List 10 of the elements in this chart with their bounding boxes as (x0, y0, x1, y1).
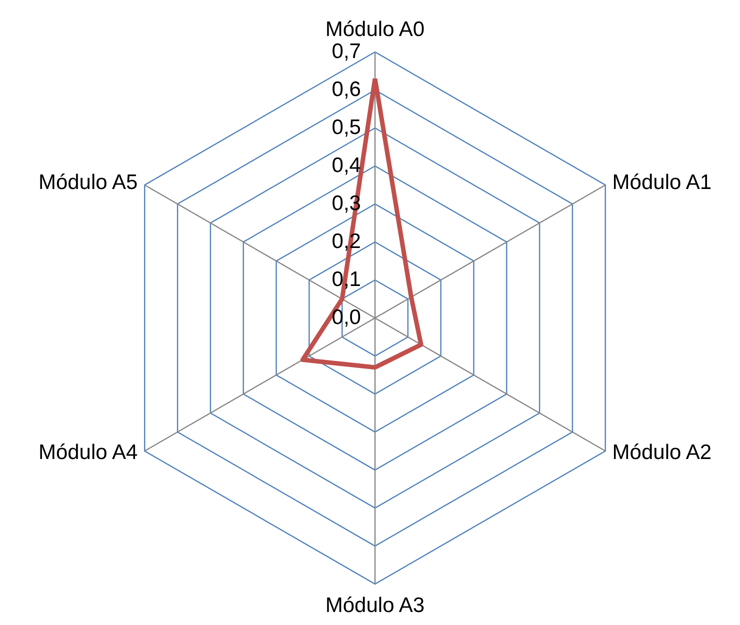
y-tick-label: 0,4 (332, 154, 362, 177)
spoke-label: Módulo A0 (325, 18, 425, 41)
spoke-label: Módulo A2 (612, 441, 712, 464)
spoke-label: Módulo A4 (38, 441, 138, 464)
spoke-label: Módulo A1 (612, 171, 712, 194)
spoke-label: Módulo A5 (38, 171, 138, 194)
y-tick-label: 0,7 (332, 40, 361, 63)
spoke-label: Módulo A3 (325, 594, 425, 617)
y-tick-label: 0,5 (332, 116, 361, 139)
y-tick-label: 0,6 (332, 78, 361, 101)
